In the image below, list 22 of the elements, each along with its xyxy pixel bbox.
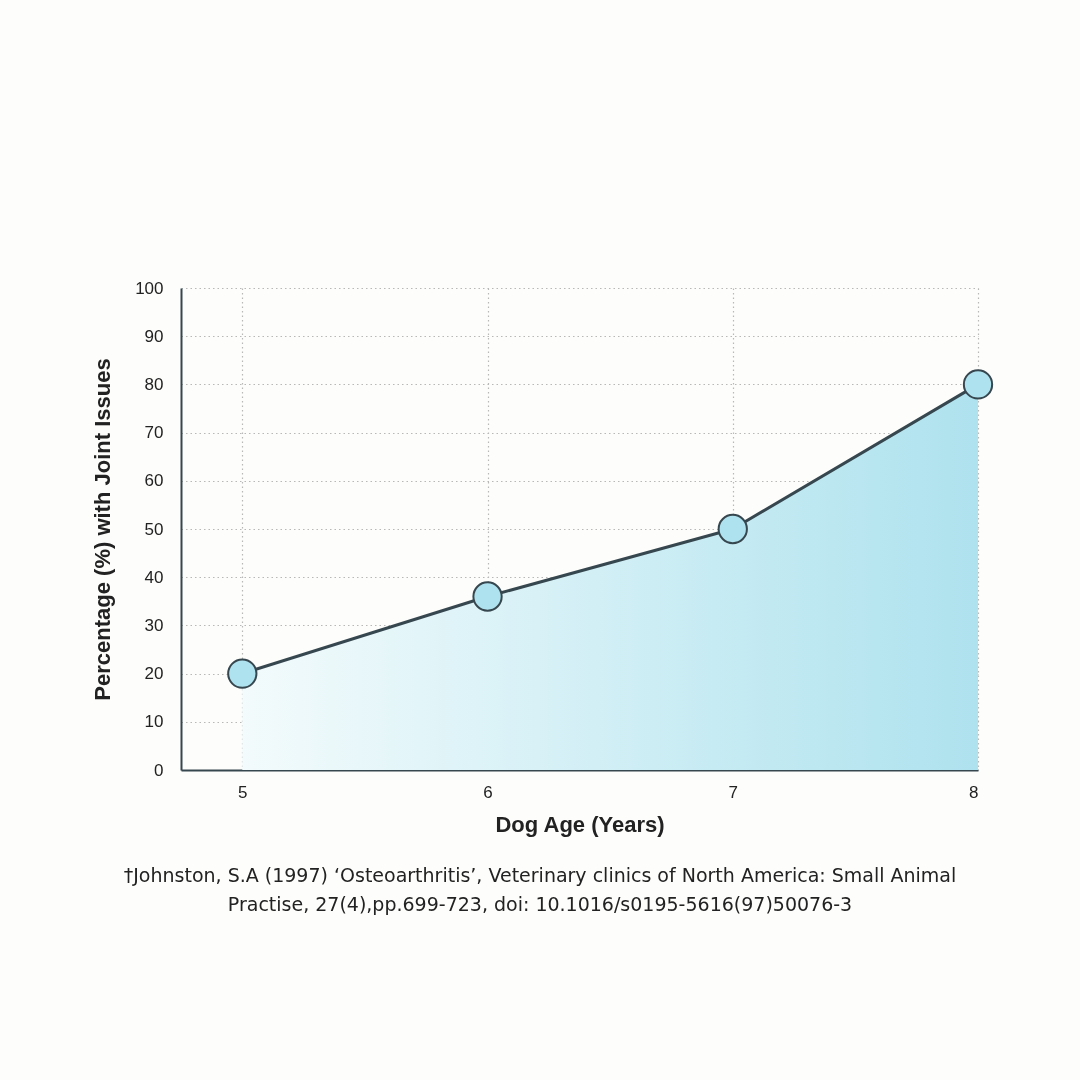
x-tick-label: 6 [483, 782, 493, 802]
x-tick-label: 8 [969, 782, 979, 802]
y-tick-label: 60 [144, 471, 164, 491]
y-tick-label: 100 [135, 278, 164, 298]
y-tick-label: 70 [144, 423, 164, 443]
y-tick-label: 50 [144, 519, 164, 539]
y-tick-label: 10 [144, 712, 164, 732]
y-tick-label: 80 [144, 374, 164, 394]
point [962, 369, 994, 400]
y-axis-title: Percentage (%) with Joint Issues [90, 358, 116, 701]
x-tick-label: 7 [728, 782, 738, 802]
x-axis-title: Dog Age (Years) [495, 811, 665, 837]
y-tick-label: 90 [144, 326, 164, 346]
point [472, 581, 503, 612]
point [717, 513, 748, 545]
x-tick-label: 5 [238, 782, 248, 802]
point [227, 658, 258, 689]
text: †Johnston, S.A (1997) ‘Osteoarthritis’, Veterinary clinics of North America: Small Animal Practise, 27(4),pp.699-723, doi: 10.1016/s0195-5616(97)50076-3 [123, 864, 957, 915]
y-tick-label: 40 [144, 567, 164, 587]
y-tick-label: 20 [144, 664, 164, 684]
y-tick-label: 30 [144, 615, 164, 635]
y-tick-label: 0 [154, 760, 164, 780]
